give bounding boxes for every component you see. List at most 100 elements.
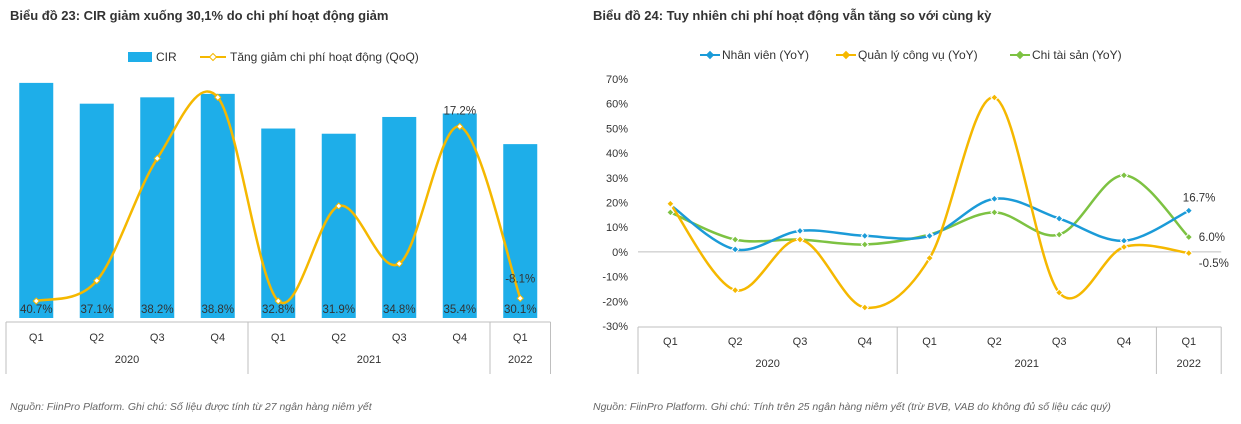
marker-series: [1184, 248, 1194, 258]
marker-series: [1054, 214, 1064, 223]
chart-title: Biểu đồ 24: Tuy nhiên chi phí hoạt động …: [593, 8, 992, 23]
legend-marker-qoq: [208, 52, 218, 62]
line-series: [669, 96, 1189, 310]
x-tick-label: Q2: [331, 332, 346, 344]
legend-marker: [841, 50, 851, 60]
marker-series: [925, 253, 934, 263]
legend-label-cir: CIR: [156, 50, 177, 64]
x-tick-label: Q4: [210, 332, 225, 344]
marker-qoq: [395, 259, 403, 268]
marker-series: [1054, 230, 1064, 239]
legend-label: Quản lý công vụ (YoY): [858, 48, 978, 62]
marker-series: [860, 231, 870, 241]
x-tick-label: Q3: [392, 332, 407, 344]
marker-series: [666, 208, 675, 217]
chart-panel-opex-yoy: Biểu đồ 24: Tuy nhiên chi phí hoạt động …: [593, 0, 1241, 424]
x-tick-label: Q1: [1181, 336, 1196, 348]
bar-cir: [503, 144, 538, 318]
legend-swatch-cir: [128, 52, 152, 62]
bar-data-label: 34.8%: [383, 304, 416, 316]
x-tick-label: Q1: [922, 336, 937, 348]
y-tick-label: -20%: [602, 296, 628, 308]
x-tick-label: Q3: [793, 336, 808, 348]
y-tick-label: 40%: [606, 148, 628, 160]
line-data-label: 17.2%: [443, 106, 476, 118]
marker-series: [1184, 206, 1194, 215]
x-group-label: 2022: [1177, 358, 1201, 370]
marker-series: [990, 93, 999, 102]
end-data-label: -0.5%: [1199, 258, 1229, 270]
legend-label: Chi tài sản (YoY): [1032, 48, 1122, 62]
end-data-label: 6.0%: [1199, 232, 1225, 244]
line-data-label: -8.1%: [505, 273, 535, 285]
marker-series: [666, 199, 675, 208]
x-tick-label: Q3: [1052, 336, 1067, 348]
x-group-label: 2022: [508, 354, 532, 366]
opex-yoy-chart: Nhân viên (YoY) Quản lý công vụ (YoY) Chi …: [602, 48, 1229, 374]
bar-data-label: 37.1%: [80, 304, 113, 316]
legend: CIR Tăng giảm chi phí hoạt động (QoQ): [128, 50, 419, 64]
x-group-label: 2021: [357, 354, 381, 366]
bar-cir: [140, 97, 175, 318]
bar-cir: [382, 116, 417, 318]
line-qoq: [35, 90, 522, 305]
x-tick-label: Q1: [513, 332, 528, 344]
marker-qoq: [456, 122, 464, 131]
x-tick-label: Q1: [271, 332, 286, 344]
marker-series: [730, 245, 740, 254]
source-note: Nguồn: FiinPro Platform. Ghi chú: Số liệ…: [10, 401, 372, 413]
marker-series: [925, 231, 934, 241]
cir-chart: CIR Tăng giảm chi phí hoạt động (QoQ) 40.7…: [5, 50, 551, 374]
bar-cir: [19, 82, 54, 318]
marker-series: [730, 235, 740, 244]
bar-data-label: 38.8%: [201, 304, 234, 316]
y-tick-label: -30%: [602, 321, 628, 333]
marker-series: [990, 208, 999, 217]
x-tick-label: Q4: [452, 332, 467, 344]
bar-data-label: 32.8%: [262, 304, 295, 316]
marker-series: [860, 303, 870, 312]
x-tick-label: Q1: [663, 336, 678, 348]
y-tick-label: 50%: [606, 123, 628, 135]
x-group-label: 2020: [755, 358, 779, 370]
bar-data-label: 40.7%: [20, 304, 53, 316]
bar-data-label: 30.1%: [504, 304, 537, 316]
source-note: Nguồn: FiinPro Platform. Ghi chú: Tính t…: [593, 401, 1111, 413]
bar-cir: [442, 113, 477, 318]
y-tick-label: 70%: [606, 74, 628, 86]
legend-marker: [1015, 50, 1025, 60]
y-tick-label: 0%: [612, 247, 628, 259]
end-data-label: 16.7%: [1183, 193, 1216, 205]
bar-data-label: 35.4%: [443, 304, 476, 316]
bar-cir: [200, 93, 235, 318]
y-tick-label: 30%: [606, 173, 628, 185]
marker-series: [1054, 288, 1064, 297]
x-tick-label: Q2: [728, 336, 743, 348]
marker-qoq: [93, 276, 101, 285]
marker-qoq: [274, 297, 282, 305]
marker-series: [1184, 232, 1194, 242]
legend-label: Nhân viên (YoY): [722, 48, 809, 62]
x-tick-label: Q2: [89, 332, 104, 344]
y-tick-label: 10%: [606, 222, 628, 234]
bar-data-label: 31.9%: [322, 304, 355, 316]
marker-series: [730, 285, 740, 295]
marker-series: [795, 226, 805, 236]
legend-label-qoq: Tăng giảm chi phí hoạt động (QoQ): [230, 50, 419, 64]
marker-qoq: [335, 202, 343, 210]
bar-data-label: 38.2%: [141, 304, 174, 316]
y-tick-label: -10%: [602, 272, 628, 284]
y-tick-label: 60%: [606, 99, 628, 111]
marker-series: [990, 194, 999, 204]
bar-cir: [321, 133, 356, 318]
marker-series: [1119, 171, 1129, 180]
marker-series: [860, 240, 870, 249]
chart-title: Biểu đồ 23: CIR giảm xuống 30,1% do chi …: [10, 8, 389, 23]
x-tick-label: Q3: [150, 332, 165, 344]
x-tick-label: Q4: [857, 336, 872, 348]
x-group-label: 2020: [115, 354, 139, 366]
marker-qoq: [214, 93, 222, 102]
chart-panel-cir: Biểu đồ 23: CIR giảm xuống 30,1% do chi …: [0, 0, 560, 424]
y-tick-label: 20%: [606, 198, 628, 210]
x-tick-label: Q2: [987, 336, 1002, 348]
